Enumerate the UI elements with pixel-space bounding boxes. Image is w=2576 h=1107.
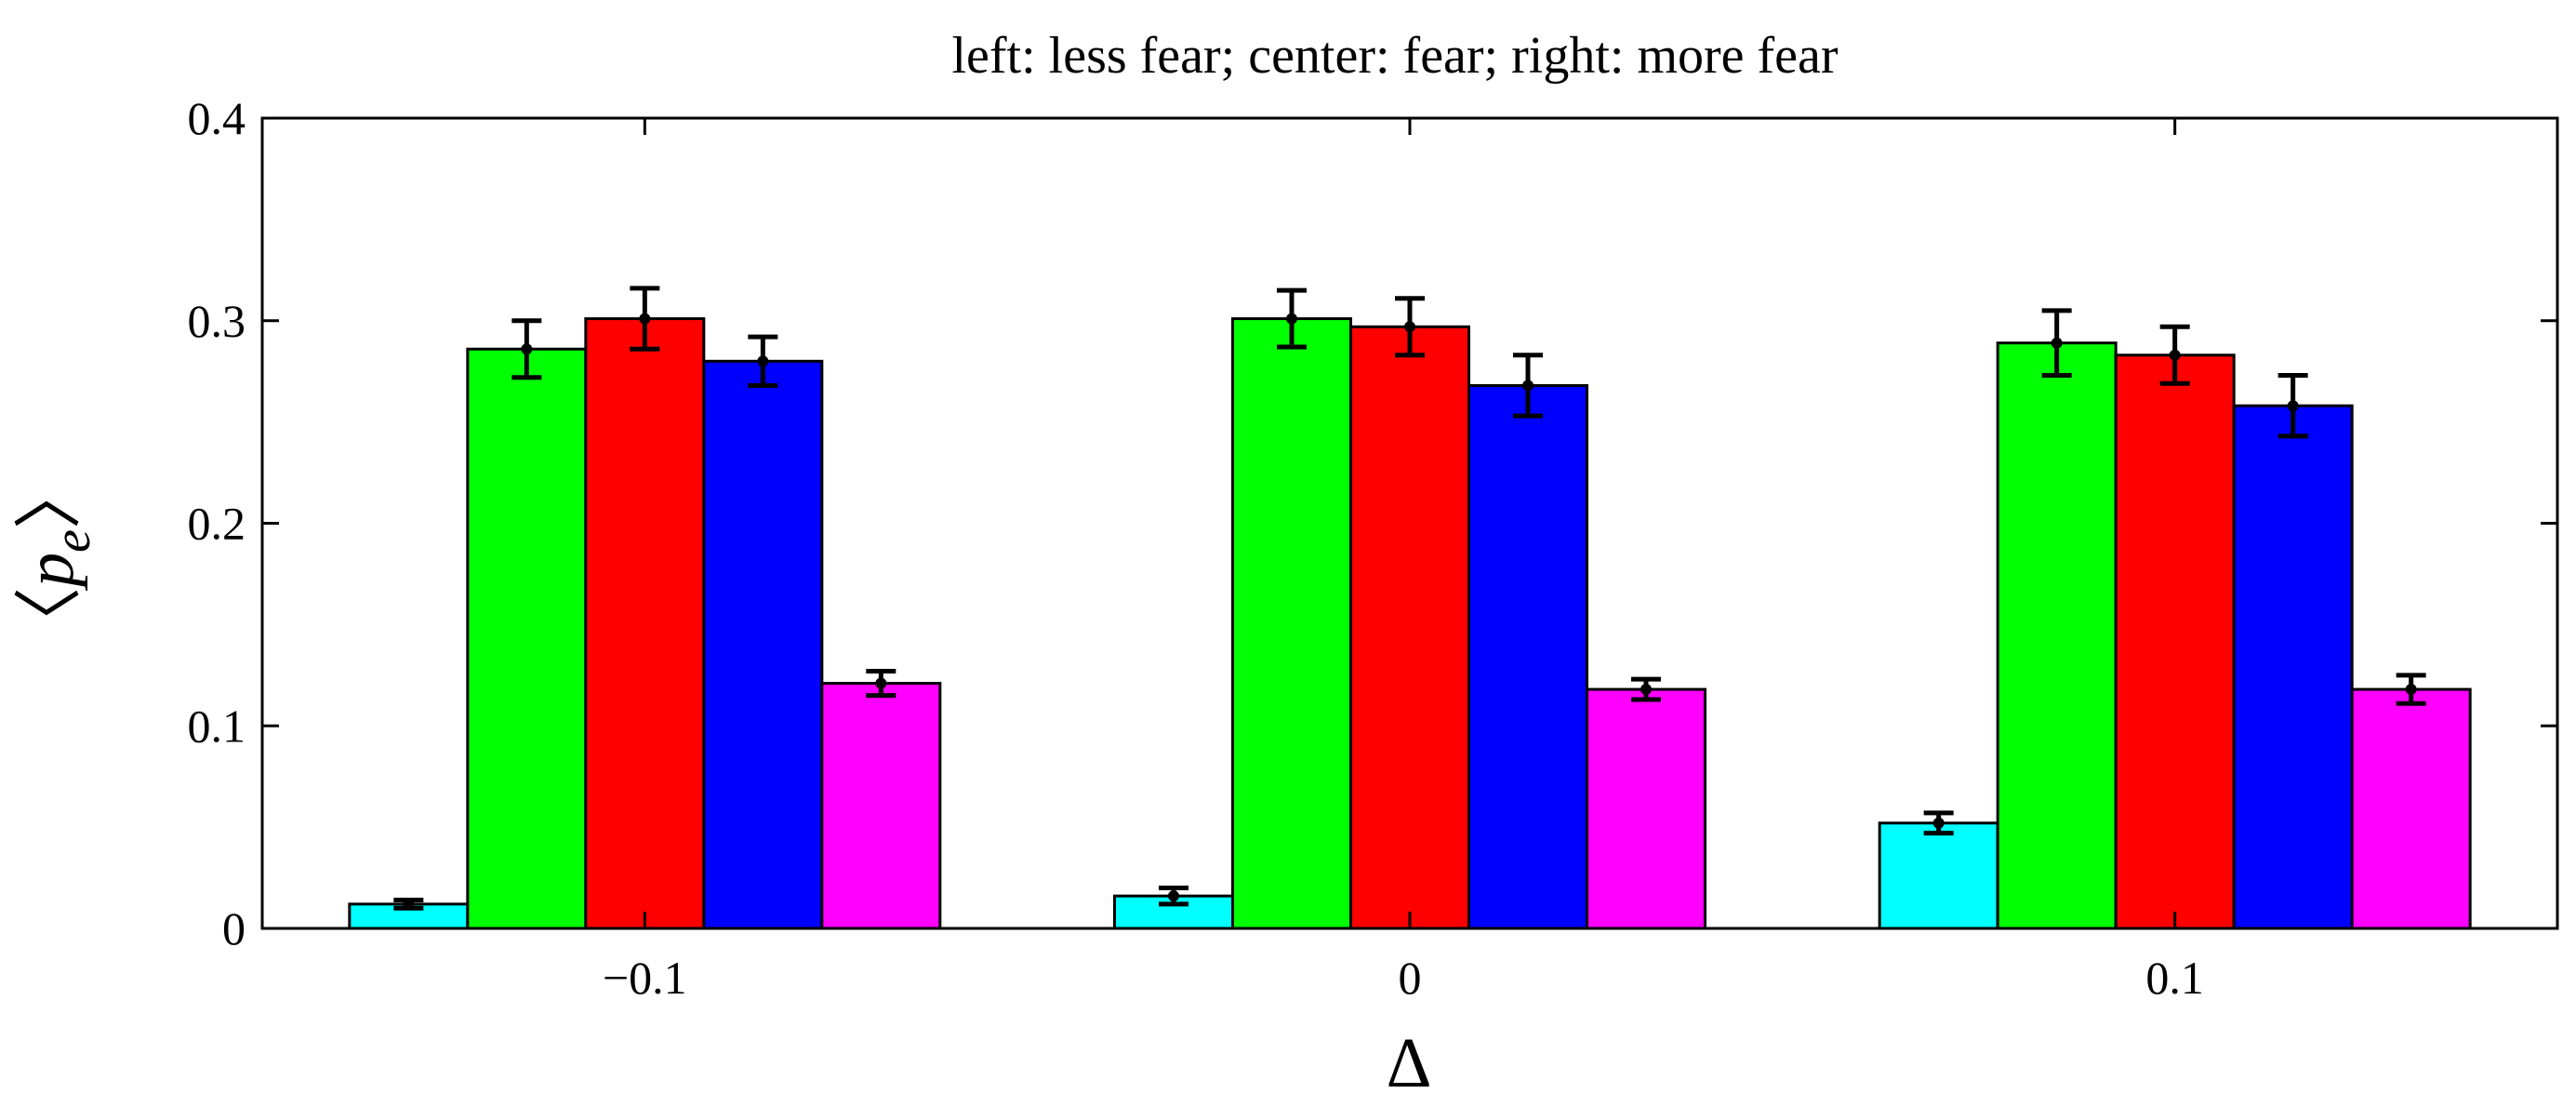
- bar-cat2-series2: [2114, 353, 2236, 930]
- y-tick-label-0: 0: [222, 902, 246, 954]
- y-tick-label-1: 0.1: [188, 700, 246, 752]
- error-bars-layer: [393, 286, 2426, 911]
- bar-cat0-series4: [820, 682, 942, 930]
- error-bar-cat2-series1: [2041, 308, 2072, 379]
- bar-cat1-series3: [1467, 383, 1588, 930]
- error-bar-cat2-series2: [2159, 324, 2190, 386]
- bars-layer: [348, 317, 2472, 930]
- bar-cat1-series4: [1586, 687, 1706, 930]
- error-bar-cat0-series0: [393, 898, 424, 911]
- x-tick-label-2: 0.1: [2145, 952, 2204, 1004]
- x-tick-label-0: −0.1: [603, 952, 687, 1004]
- bar-cat0-series3: [702, 359, 824, 930]
- error-bar-cat1-series1: [1277, 287, 1307, 350]
- x-tick-label-1: 0: [1399, 952, 1422, 1004]
- error-bar-cat1-series4: [1631, 676, 1661, 702]
- error-bar-cat1-series3: [1513, 353, 1543, 419]
- svg-text:〈pe〉: 〈pe〉: [12, 460, 101, 656]
- error-bar-cat1-series2: [1395, 296, 1425, 358]
- bar-cat2-series0: [1878, 821, 1999, 930]
- error-bar-cat0-series2: [630, 286, 660, 352]
- error-bar-cat2-series3: [2277, 373, 2308, 439]
- bar-cat2-series3: [2232, 404, 2354, 930]
- ticks-layer: 0 0.1 0.2 0.3 0.4 −0.1 0 0.1: [188, 92, 2557, 1004]
- y-tick-label-2: 0.2: [188, 498, 246, 550]
- error-bar-cat0-series4: [866, 668, 896, 699]
- y-axis-label: 〈pe〉: [12, 460, 101, 656]
- error-bar-cat0-series3: [748, 334, 778, 388]
- error-bar-cat1-series0: [1159, 885, 1188, 907]
- bar-cat0-series2: [584, 317, 706, 930]
- y-axis-label-subscript: e: [44, 529, 101, 553]
- y-tick-label-3: 0.3: [188, 295, 246, 347]
- x-axis-label: Δ: [1387, 1024, 1432, 1102]
- error-bar-cat2-series0: [1923, 810, 1954, 836]
- y-axis-label-open: 〈: [12, 587, 88, 656]
- bar-cat2-series1: [1996, 341, 2118, 930]
- bar-cat0-series1: [466, 347, 588, 930]
- bar-cat1-series2: [1349, 325, 1470, 930]
- chart-title: left: less fear; center: fear; right: mo…: [951, 27, 1838, 85]
- y-tick-label-4: 0.4: [188, 92, 246, 144]
- bar-cat1-series1: [1231, 317, 1352, 930]
- y-axis-label-symbol: p: [12, 553, 88, 592]
- y-axis-label-close: 〉: [12, 460, 88, 529]
- error-bar-cat2-series4: [2396, 673, 2426, 706]
- bar-cat2-series4: [2350, 687, 2472, 930]
- error-bar-cat0-series1: [511, 318, 542, 380]
